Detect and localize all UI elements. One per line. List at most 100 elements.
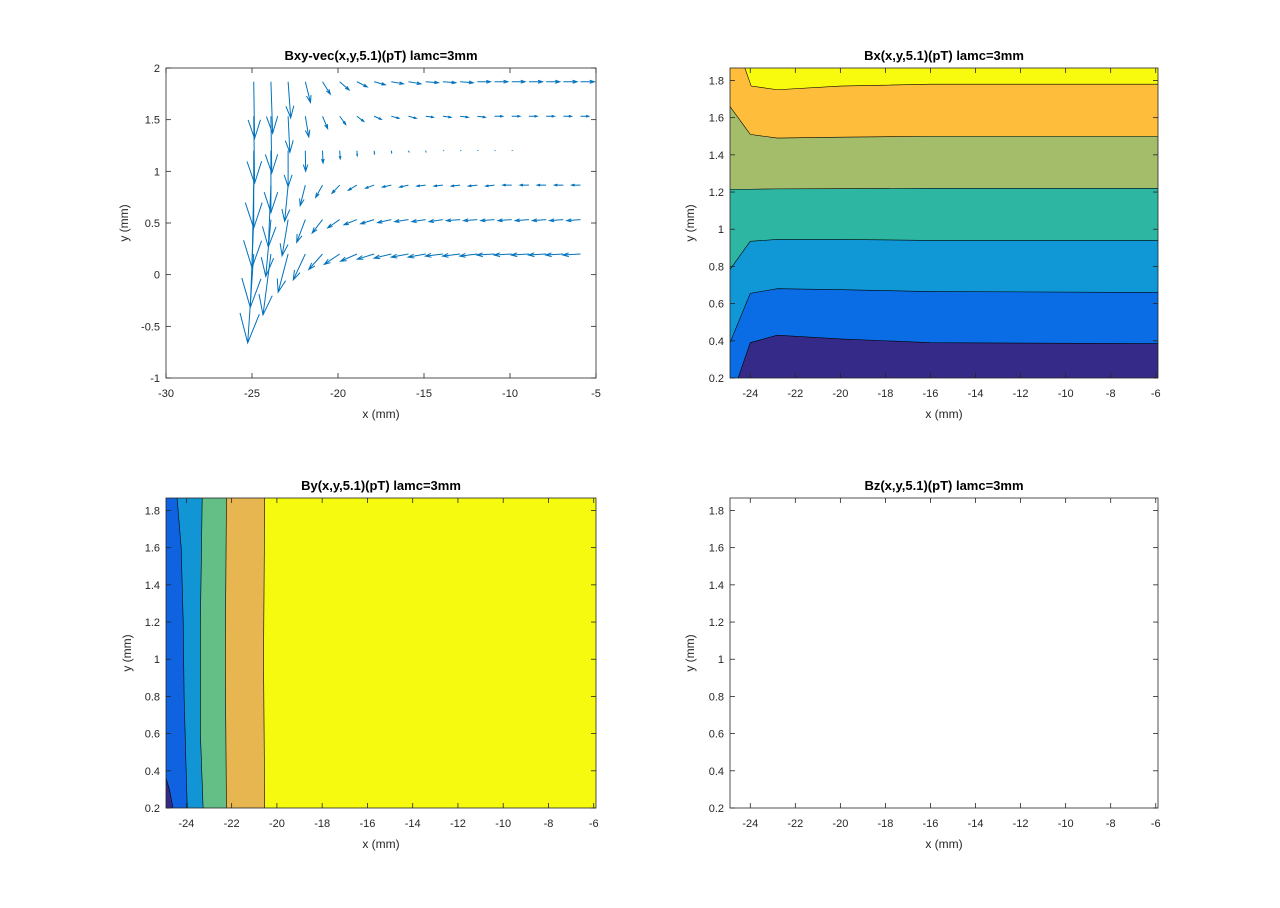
- x-tick-label: -18: [877, 818, 893, 830]
- y-tick-label: 0.8: [145, 691, 160, 703]
- quiver-arrow: [530, 218, 547, 223]
- quiver-arrow: [526, 252, 547, 258]
- x-tick-label: -12: [450, 818, 466, 830]
- quiver-arrow: [511, 114, 522, 118]
- subplot: -24 -22 -20 -18 -16 -14 -12 -10 -8 -6 0.2 0.4 0.6 0.8…: [683, 478, 1161, 851]
- quiver-arrow: [408, 115, 418, 119]
- subplot: -24 -22 -20 -18 -16 -14 -12 -10 -8 -6 0.2 0.4 0.6 0.8…: [683, 48, 1161, 421]
- quiver-arrow: [322, 253, 340, 266]
- x-tick-label: -5: [591, 388, 601, 400]
- x-axis-label: x (mm): [362, 837, 399, 851]
- quiver-arrow: [477, 79, 493, 84]
- quiver-arrow: [339, 115, 347, 126]
- quiver-arrow: [444, 218, 461, 223]
- y-tick-label: 1.8: [145, 505, 160, 517]
- y-tick-label: 1.6: [709, 543, 724, 555]
- quiver-arrow: [246, 116, 263, 186]
- quiver-arrow: [376, 219, 392, 224]
- x-tick-label: -18: [877, 388, 893, 400]
- x-tick-label: -10: [502, 388, 518, 400]
- y-tick-label: 0.2: [709, 803, 724, 815]
- x-tick-label: -22: [787, 388, 803, 400]
- quiver-arrow: [492, 252, 512, 258]
- x-tick-label: -12: [1013, 388, 1029, 400]
- y-tick-label: 0.6: [709, 299, 724, 311]
- contour-fill: [166, 498, 596, 808]
- quiver-arrow: [322, 81, 332, 96]
- quiver-arrow: [460, 115, 470, 119]
- x-tick-label: -16: [923, 388, 939, 400]
- quiver-arrow: [535, 183, 547, 187]
- quiver-arrow: [511, 79, 527, 84]
- quiver-arrow: [461, 218, 478, 223]
- contour-line: [224, 498, 227, 808]
- quiver-arrow: [389, 253, 409, 259]
- x-tick-label: -16: [359, 818, 375, 830]
- x-tick-label: -10: [1058, 818, 1074, 830]
- quiver-arrow: [569, 183, 581, 187]
- contour-line: [176, 498, 188, 808]
- quiver-arrow: [296, 219, 306, 244]
- y-tick-label: 1: [718, 654, 724, 666]
- quiver-arrow: [263, 150, 279, 215]
- quiver-arrow: [321, 150, 325, 165]
- quiver-arrow: [339, 253, 358, 262]
- quiver-arrow: [449, 184, 461, 188]
- x-axis-label: x (mm): [362, 407, 399, 421]
- quiver-arrow: [563, 114, 574, 118]
- contour-fill: [730, 68, 1158, 90]
- quiver-arrow: [442, 115, 453, 119]
- quiver-arrow: [356, 115, 366, 123]
- y-tick-label: 1.4: [709, 580, 724, 592]
- quiver-arrow: [391, 81, 405, 85]
- x-tick-label: -6: [589, 818, 599, 830]
- y-axis-label: y (mm): [683, 204, 697, 241]
- x-tick-label: -20: [330, 388, 346, 400]
- quiver-arrow: [466, 184, 478, 188]
- quiver-arrow: [442, 80, 458, 85]
- axes-box: [165, 497, 597, 809]
- axes-box: [729, 497, 1159, 809]
- x-tick-label: -30: [158, 388, 174, 400]
- quiver-arrow: [339, 81, 351, 92]
- quiver-arrow: [528, 79, 545, 84]
- quiver-arrow: [284, 116, 294, 155]
- x-tick-label: -14: [968, 818, 984, 830]
- quiver-arrow: [552, 183, 564, 187]
- quiver-arrow: [364, 184, 375, 189]
- y-tick-label: 0.6: [709, 729, 724, 741]
- x-tick-label: -24: [742, 388, 758, 400]
- y-axis-label: y (mm): [117, 204, 131, 241]
- quiver-arrow: [279, 219, 289, 258]
- quiver-arrow: [496, 218, 512, 223]
- quiver-arrow: [547, 218, 564, 223]
- quiver-arrow: [398, 184, 409, 188]
- x-tick-label: -6: [1151, 388, 1161, 400]
- x-tick-label: -24: [178, 818, 194, 830]
- subplot: -30 -25 -20 -15 -10 -5 -1 -0.5 0 0.5 1 1.5 2 Bxy-vec(…: [117, 48, 601, 421]
- quiver-arrow: [314, 184, 323, 199]
- x-tick-label: -20: [832, 388, 848, 400]
- quiver-arrow: [501, 183, 512, 187]
- x-tick-label: -22: [224, 818, 240, 830]
- quiver-arrow: [460, 80, 475, 85]
- quiver-arrow: [302, 150, 309, 173]
- x-tick-label: -22: [787, 818, 803, 830]
- quiver-arrow: [359, 219, 375, 225]
- quiver-arrow: [546, 79, 562, 84]
- y-tick-label: 0.2: [709, 373, 724, 385]
- x-axis-label: x (mm): [925, 837, 962, 851]
- y-tick-label: 1.8: [709, 75, 724, 87]
- y-tick-label: 1.6: [709, 113, 724, 125]
- quiver-arrow: [338, 150, 342, 161]
- quiver-arrow: [264, 116, 279, 175]
- y-tick-label: 1.5: [145, 115, 160, 127]
- quiver-arrow: [281, 185, 291, 223]
- quiver-arrow: [326, 219, 341, 229]
- y-axis-label: y (mm): [120, 634, 134, 671]
- x-tick-label: -8: [1106, 388, 1116, 400]
- quiver-arrow: [440, 253, 461, 258]
- quiver-arrow: [475, 252, 495, 258]
- quiver-arrow: [565, 218, 581, 223]
- subplot-title: Bxy-vec(x,y,5.1)(pT) lamc=3mm: [284, 48, 477, 63]
